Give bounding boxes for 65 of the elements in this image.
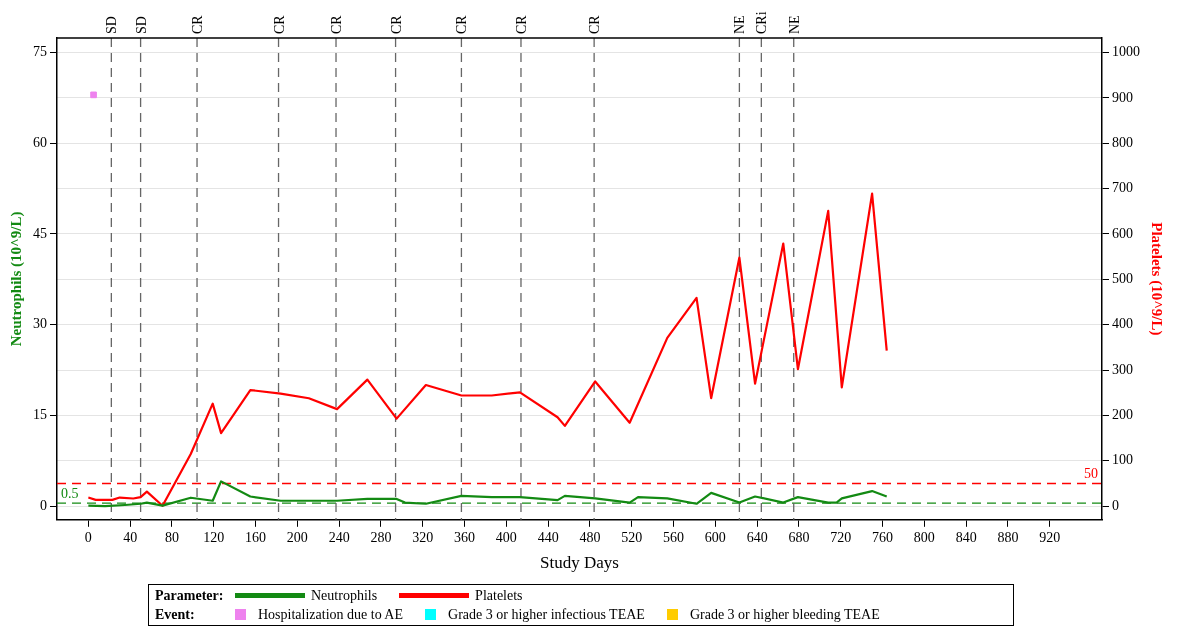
ref-line-label: 0.5 <box>61 485 79 501</box>
x-tick-label: 320 <box>412 529 434 545</box>
x-tick-label: 760 <box>872 529 894 545</box>
x-tick-label: 80 <box>164 529 179 545</box>
x-tick-label: 400 <box>495 529 517 545</box>
legend-label: Grade 3 or higher infectious TEAE <box>448 606 645 624</box>
y2-tick-label: 800 <box>1112 134 1133 150</box>
y-axis-title: Neutrophils (10^9/L) <box>7 211 25 347</box>
ref-line-label: 50 <box>1084 466 1098 482</box>
y2-tick-label: 500 <box>1112 271 1133 287</box>
ref-line-label: CR <box>190 14 206 34</box>
x-axis-title: Study Days <box>540 553 619 573</box>
x-tick-label: 360 <box>454 529 476 545</box>
x-tick-label: 240 <box>328 529 350 545</box>
y-tick-label: 0 <box>40 497 47 513</box>
x-tick-label: 280 <box>370 529 392 545</box>
ref-line-label: CRi <box>754 11 770 34</box>
x-tick-label: 40 <box>123 529 138 545</box>
x-tick-label: 840 <box>955 529 977 545</box>
ref-line-label: NE <box>786 15 802 34</box>
y-tick-label: 60 <box>33 134 47 150</box>
x-tick-label: 920 <box>1039 529 1061 545</box>
y2-tick-label: 200 <box>1112 407 1133 423</box>
ref-line-label: CR <box>388 14 404 34</box>
y2-tick-label: 1000 <box>1112 44 1140 60</box>
x-tick-label: 720 <box>830 529 852 545</box>
x-tick-label: 640 <box>746 529 768 545</box>
legend-title: Parameter: <box>155 587 225 605</box>
y-tick-label: 45 <box>33 225 47 241</box>
y2-tick-label: 700 <box>1112 180 1133 196</box>
text: Event: <box>155 606 196 624</box>
ref-line-label: CR <box>513 14 529 34</box>
y2-tick-label: 0 <box>1112 497 1119 513</box>
x-tick-label: 0 <box>84 529 92 545</box>
y2-tick-label: 600 <box>1112 225 1133 241</box>
y-tick-label: 30 <box>33 316 47 332</box>
legend-label: Grade 3 or higher bleeding TEAE <box>689 606 880 624</box>
x-tick-label: 440 <box>537 529 559 545</box>
legend-label: Hospitalization due to AE <box>258 606 404 624</box>
x-tick-label: 800 <box>913 529 935 545</box>
x-tick-label: 520 <box>621 529 643 545</box>
y2-axis-title: Platelets (10^9/L) <box>1148 222 1166 336</box>
x-tick-label: 560 <box>663 529 685 545</box>
y2-tick-label: 400 <box>1112 316 1133 332</box>
x-tick-label: 480 <box>579 529 601 545</box>
ref-line-label: CR <box>454 14 470 34</box>
y2-tick-label: 300 <box>1112 361 1133 377</box>
y2-tick-label: 100 <box>1112 452 1133 468</box>
x-tick-label: 600 <box>704 529 726 545</box>
y-tick-label: 15 <box>33 407 47 423</box>
x-tick-label: 160 <box>245 529 267 545</box>
ref-line-label: SD <box>133 16 149 34</box>
ref-line-label: CR <box>587 14 603 34</box>
x-tick-label: 880 <box>997 529 1019 545</box>
x-tick-label: 680 <box>788 529 810 545</box>
y-tick-label: 75 <box>33 44 47 60</box>
ref-line-label: CR <box>329 14 345 34</box>
legend-label: Neutrophils <box>311 587 378 605</box>
legend-label: Platelets <box>475 587 523 605</box>
ref-line-label: SD <box>104 16 120 34</box>
ref-line-label: NE <box>732 15 748 34</box>
y2-tick-label: 900 <box>1112 89 1133 105</box>
ref-line-label: CR <box>271 14 287 34</box>
x-tick-label: 120 <box>203 529 225 545</box>
x-tick-label: 200 <box>286 529 308 545</box>
